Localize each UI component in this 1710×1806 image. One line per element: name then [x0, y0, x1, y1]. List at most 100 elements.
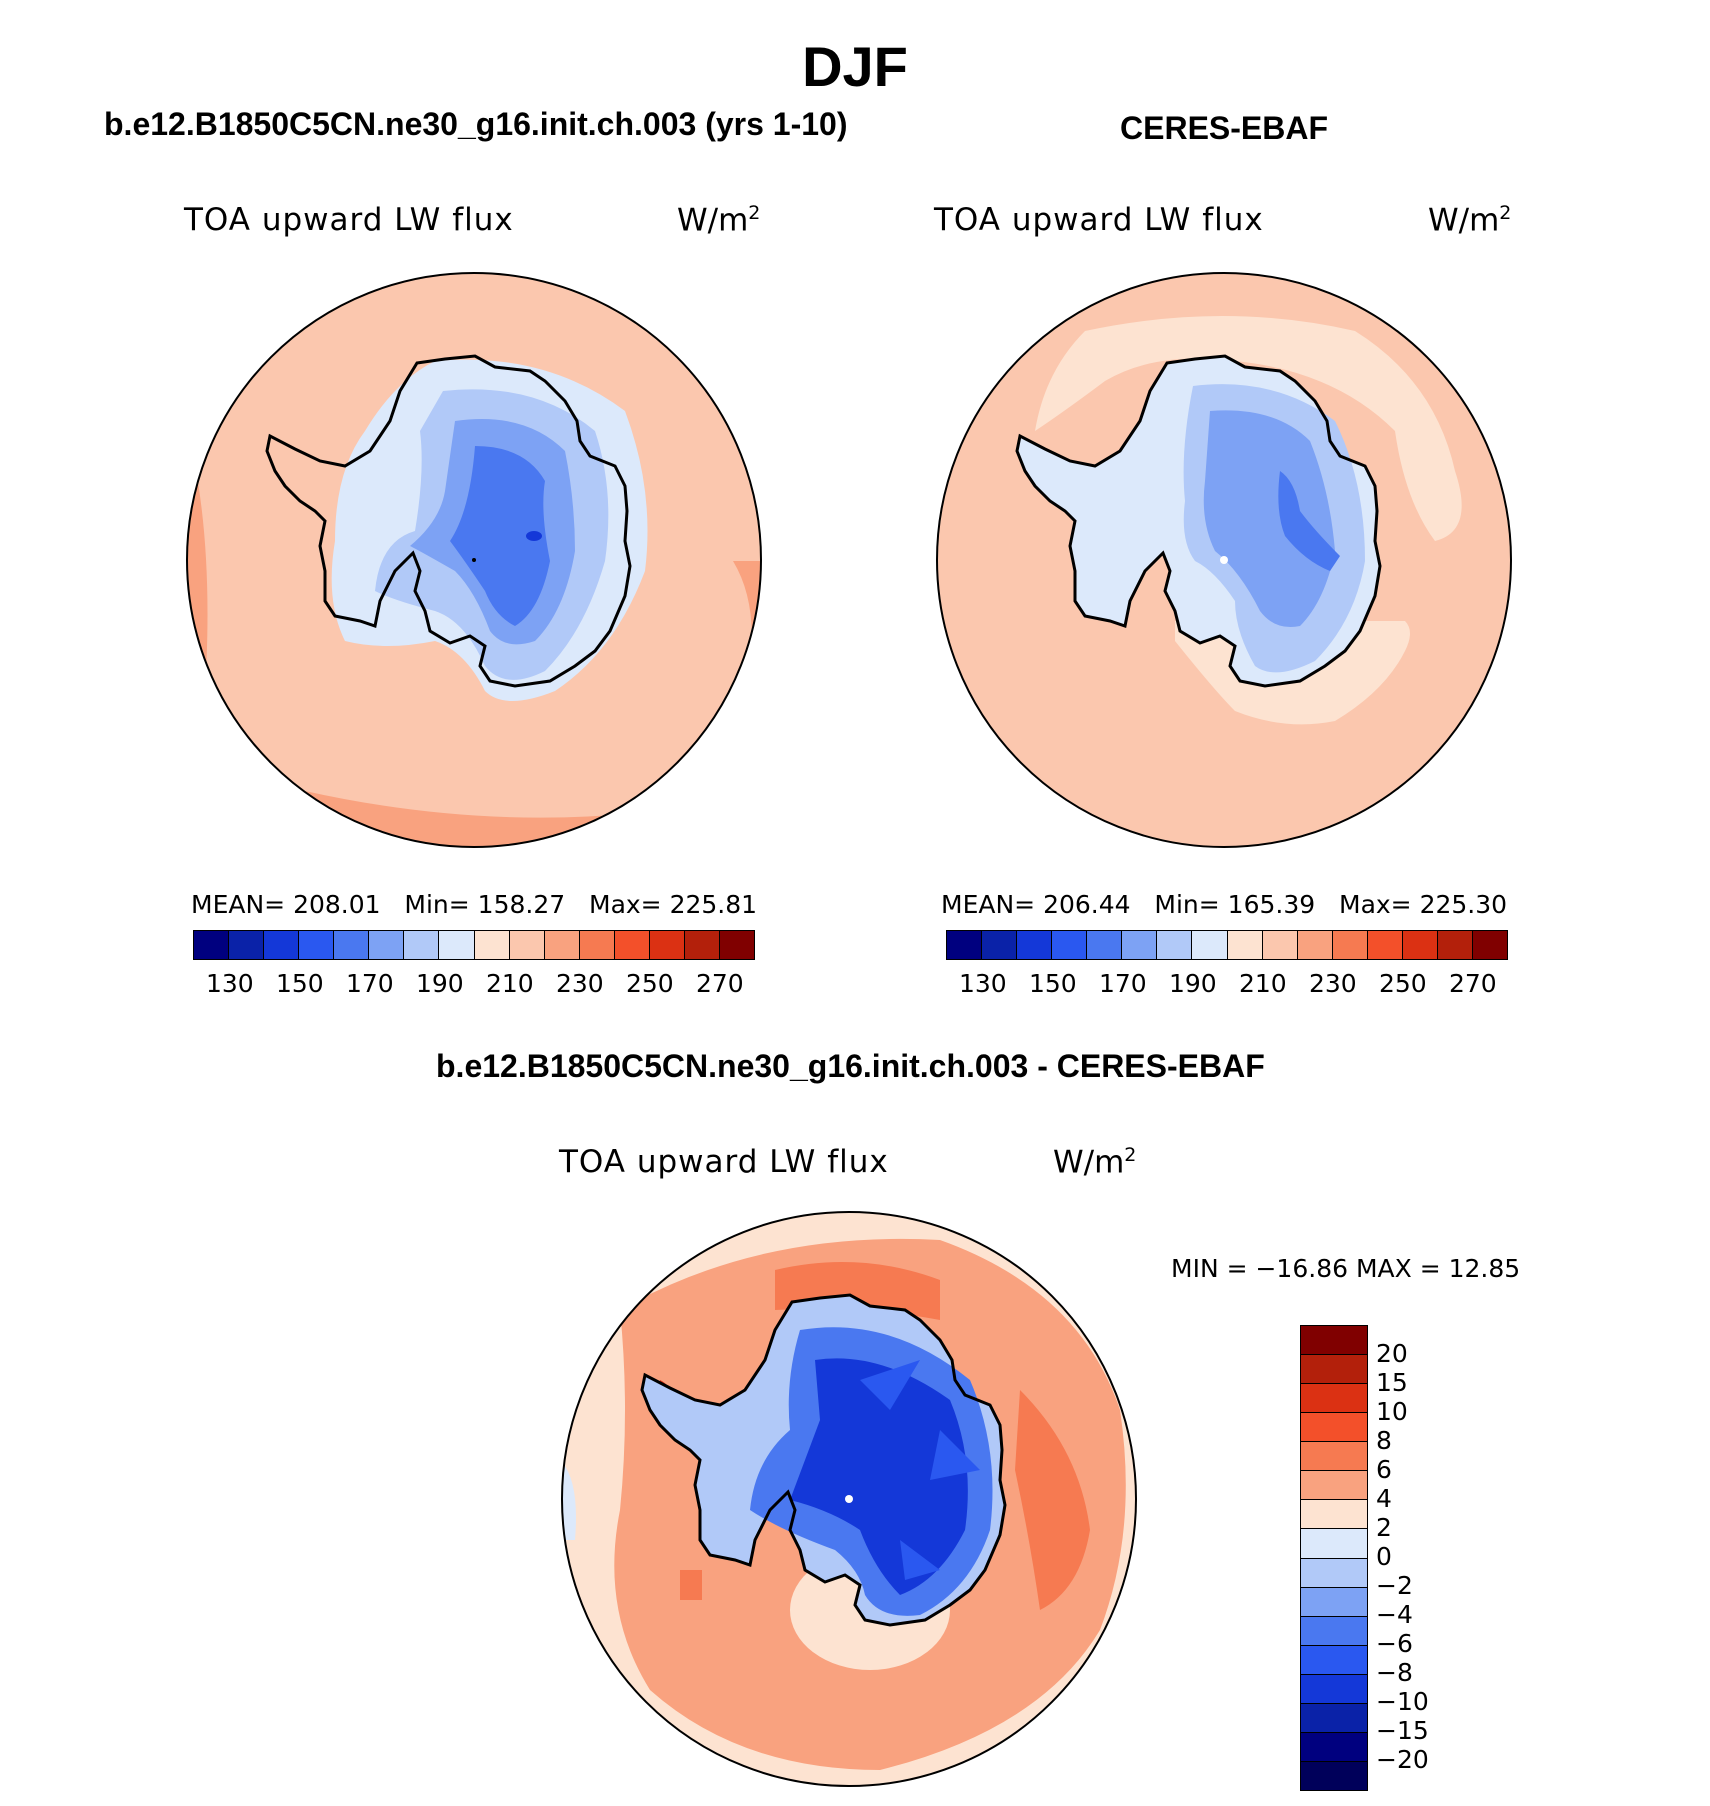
colorbar-tick-label: −4	[1376, 1600, 1413, 1629]
colorbar-swatch	[1017, 931, 1053, 959]
colorbar-tick-label: 230	[1309, 969, 1357, 998]
panel-obs-case-title: CERES-EBAF	[1120, 110, 1329, 146]
colorbar-tick-label: −6	[1376, 1629, 1413, 1658]
colorbar-swatch	[1301, 1384, 1367, 1414]
colorbar-swatch	[299, 931, 335, 959]
panel-model-colorbar	[193, 930, 755, 960]
colorbar-swatch	[1192, 931, 1228, 959]
colorbar-swatch	[649, 931, 685, 959]
colorbar-swatch	[1367, 931, 1403, 959]
colorbar-tick-label: −2	[1376, 1571, 1413, 1600]
colorbar-swatch	[1262, 931, 1298, 959]
colorbar-tick-label: 270	[1449, 969, 1497, 998]
colorbar-swatch	[1332, 931, 1368, 959]
colorbar-swatch	[439, 931, 475, 959]
panel-obs-colorbar	[946, 930, 1508, 960]
colorbar-swatch	[229, 931, 265, 959]
colorbar-tick-label: 190	[416, 969, 464, 998]
panel-model-case-title: b.e12.B1850C5CN.ne30_g16.init.ch.003 (yr…	[104, 106, 848, 142]
colorbar-tick-label: 20	[1376, 1339, 1408, 1368]
colorbar-swatch	[614, 931, 650, 959]
colorbar-swatch	[509, 931, 545, 959]
panel-diff-polar-map	[561, 1211, 1137, 1787]
colorbar-tick-label: 250	[626, 969, 674, 998]
colorbar-tick-label: −20	[1376, 1745, 1429, 1774]
colorbar-tick-label: −8	[1376, 1658, 1413, 1687]
panel-obs-unit-label: W/m2	[1428, 202, 1512, 239]
colorbar-tick-label: 130	[206, 969, 254, 998]
colorbar-tick-label: 250	[1379, 969, 1427, 998]
colorbar-swatch	[982, 931, 1018, 959]
colorbar-swatch	[684, 931, 720, 959]
colorbar-tick-label: 170	[1099, 969, 1147, 998]
colorbar-swatch	[1052, 931, 1088, 959]
colorbar-tick-label: 15	[1376, 1368, 1408, 1397]
colorbar-swatch	[579, 931, 615, 959]
colorbar-swatch	[947, 931, 983, 959]
colorbar-tick-label: 10	[1376, 1397, 1408, 1426]
colorbar-swatch	[1301, 1761, 1367, 1790]
panel-obs-stats: MEAN= 206.44 Min= 165.39 Max= 225.30	[941, 890, 1508, 919]
colorbar-swatch	[1301, 1645, 1367, 1675]
panel-diff-colorbar	[1300, 1325, 1368, 1791]
colorbar-tick-label: 8	[1376, 1426, 1392, 1455]
colorbar-swatch	[1301, 1558, 1367, 1588]
panel-obs-variable-label: TOA upward LW flux	[934, 202, 1264, 238]
colorbar-swatch	[1301, 1442, 1367, 1472]
colorbar-swatch	[1301, 1500, 1367, 1530]
colorbar-swatch	[544, 931, 580, 959]
colorbar-swatch	[1301, 1587, 1367, 1617]
colorbar-swatch	[1402, 931, 1438, 959]
colorbar-tick-label: 4	[1376, 1484, 1392, 1513]
colorbar-tick-label: 150	[1029, 969, 1077, 998]
colorbar-swatch	[1301, 1413, 1367, 1443]
colorbar-swatch	[1157, 931, 1193, 959]
colorbar-swatch	[1297, 931, 1333, 959]
panel-obs-polar-map	[936, 272, 1512, 848]
panel-model-stats: MEAN= 208.01 Min= 158.27 Max= 225.81	[191, 890, 758, 919]
colorbar-swatch	[369, 931, 405, 959]
colorbar-swatch	[264, 931, 300, 959]
colorbar-tick-label: 170	[346, 969, 394, 998]
colorbar-tick-label: 230	[556, 969, 604, 998]
colorbar-tick-label: −10	[1376, 1687, 1429, 1716]
colorbar-tick-label: 210	[486, 969, 534, 998]
colorbar-swatch	[1301, 1326, 1367, 1356]
colorbar-swatch	[1472, 931, 1507, 959]
colorbar-tick-label: 150	[276, 969, 324, 998]
colorbar-tick-label: 6	[1376, 1455, 1392, 1484]
colorbar-swatch	[404, 931, 440, 959]
colorbar-swatch	[719, 931, 754, 959]
figure-title: DJF	[802, 35, 908, 98]
colorbar-swatch	[1301, 1471, 1367, 1501]
colorbar-swatch	[1301, 1732, 1367, 1762]
colorbar-tick-label: 270	[696, 969, 744, 998]
colorbar-swatch	[1301, 1703, 1367, 1733]
panel-diff-variable-label: TOA upward LW flux	[559, 1144, 889, 1180]
colorbar-swatch	[1301, 1616, 1367, 1646]
colorbar-swatch	[1227, 931, 1263, 959]
colorbar-swatch	[474, 931, 510, 959]
colorbar-swatch	[334, 931, 370, 959]
panel-obs-colorbar-ticks: 130 150 170 190 210 230 250 270	[946, 969, 1506, 1001]
colorbar-tick-label: 190	[1169, 969, 1217, 998]
colorbar-tick-label: 0	[1376, 1542, 1392, 1571]
panel-model-polar-map	[186, 272, 762, 848]
panel-diff-case-title: b.e12.B1850C5CN.ne30_g16.init.ch.003 - C…	[436, 1048, 1265, 1084]
colorbar-swatch	[194, 931, 230, 959]
colorbar-swatch	[1122, 931, 1158, 959]
colorbar-swatch	[1301, 1529, 1367, 1559]
panel-model-variable-label: TOA upward LW flux	[184, 202, 514, 238]
colorbar-tick-label: 2	[1376, 1513, 1392, 1542]
panel-diff-unit-label: W/m2	[1053, 1144, 1137, 1181]
colorbar-swatch	[1301, 1355, 1367, 1385]
colorbar-swatch	[1087, 931, 1123, 959]
panel-diff-stats: MIN = −16.86 MAX = 12.85	[1171, 1254, 1521, 1283]
colorbar-swatch	[1437, 931, 1473, 959]
colorbar-tick-label: −15	[1376, 1716, 1429, 1745]
colorbar-tick-label: 210	[1239, 969, 1287, 998]
panel-model-unit-label: W/m2	[677, 202, 761, 239]
colorbar-swatch	[1301, 1674, 1367, 1704]
colorbar-tick-label: 130	[959, 969, 1007, 998]
panel-model-colorbar-ticks: 130 150 170 190 210 230 250 270	[193, 969, 753, 1001]
